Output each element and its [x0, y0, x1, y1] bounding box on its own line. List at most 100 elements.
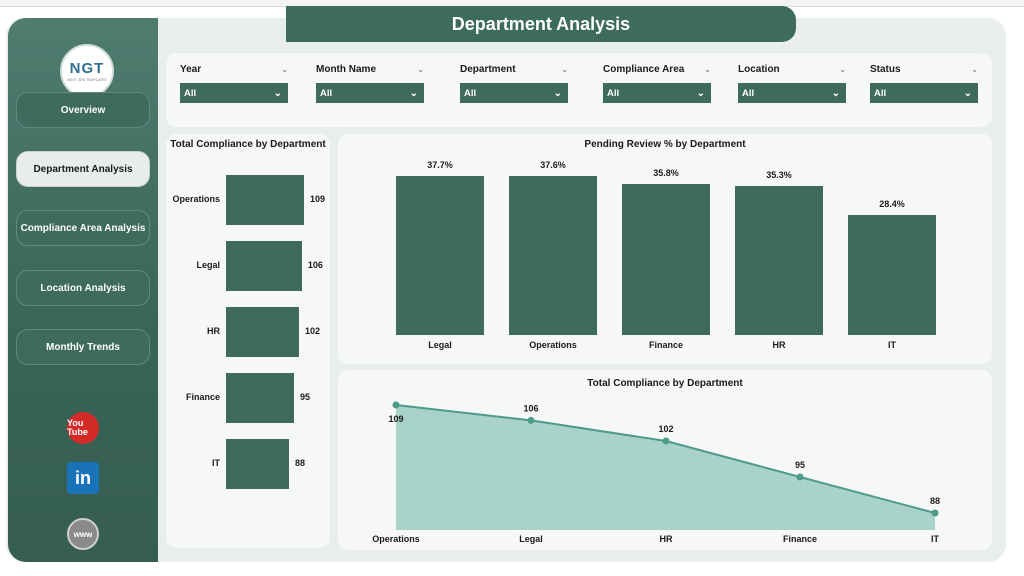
nav-monthly-trends-button[interactable]: Monthly Trends: [16, 329, 150, 365]
area-value-label: 109: [388, 414, 403, 424]
filter-month-name: Month Name ⌄ All ⌄: [316, 61, 424, 103]
filter-department-select[interactable]: All ⌄: [460, 83, 568, 103]
vbar-category-label: HR: [772, 340, 786, 350]
hbar-value-label: 106: [307, 260, 323, 270]
area-point-it: [931, 509, 939, 517]
filter-month-name-select[interactable]: All ⌄: [316, 83, 424, 103]
vbar-category-label: IT: [888, 340, 896, 350]
filter-month-name-label: Month Name: [316, 63, 376, 75]
chevron-down-icon[interactable]: ⌄: [704, 64, 711, 74]
total-compliance-hbar-chart: Total Compliance by Department Operation…: [166, 134, 330, 548]
hbar-category-label: HR: [207, 326, 220, 336]
vbar-it: [848, 215, 936, 335]
filter-year-select[interactable]: All ⌄: [180, 83, 288, 103]
vbar-category-label: Operations: [529, 340, 577, 350]
dropdown-arrow-icon: ⌄: [273, 87, 282, 99]
logo: NGT NEXT GEN TEMPLATES: [60, 44, 114, 98]
dropdown-arrow-icon: ⌄: [831, 87, 840, 99]
area-point-operations: [392, 401, 400, 409]
chevron-down-icon[interactable]: ⌄: [417, 64, 424, 74]
filter-compliance-area: Compliance Area ⌄ All ⌄: [603, 61, 711, 103]
hbar-category-label: Legal: [196, 260, 220, 270]
hbar-value-label: 88: [294, 458, 305, 468]
nav-location-analysis-button[interactable]: Location Analysis: [16, 270, 150, 306]
hbar-legal: [226, 241, 302, 291]
vbar-category-label: Legal: [428, 340, 452, 350]
vbar-value-label: 35.3%: [766, 170, 792, 181]
vbar-value-label: 35.8%: [653, 168, 679, 178]
filter-status-value: All: [874, 87, 887, 99]
hbar-hr: [226, 307, 299, 357]
vbar-category-label: Finance: [648, 340, 683, 350]
dropdown-arrow-icon: ⌄: [696, 87, 705, 99]
filter-compliance-area-select[interactable]: All ⌄: [603, 83, 711, 103]
area-category-label: HR: [660, 534, 673, 544]
filter-status-select[interactable]: All ⌄: [870, 83, 978, 103]
nav-overview-button[interactable]: Overview: [16, 92, 150, 128]
hbar-operations: [226, 175, 304, 225]
hbar-it: [226, 439, 289, 489]
logo-mark: NGT: [69, 60, 105, 77]
hbar-category-label: IT: [212, 458, 220, 468]
area-category-label: Legal: [519, 534, 543, 544]
filter-compliance-area-value: All: [607, 87, 620, 99]
area-chart-title: Total Compliance by Department: [587, 378, 743, 389]
area-value-label: 95: [795, 460, 805, 470]
filter-department: Department ⌄ All ⌄: [460, 61, 568, 103]
area-point-hr: [662, 437, 670, 445]
website-icon[interactable]: www: [67, 518, 99, 550]
filter-compliance-area-label: Compliance Area: [603, 63, 685, 75]
youtube-icon[interactable]: You Tube: [67, 412, 99, 444]
chevron-down-icon[interactable]: ⌄: [281, 64, 288, 74]
area-value-label: 88: [930, 496, 940, 506]
filter-month-name-value: All: [320, 87, 333, 99]
area-point-finance: [796, 473, 804, 481]
nav-department-analysis-button[interactable]: Department Analysis: [16, 151, 150, 187]
area-value-label: 102: [658, 424, 673, 434]
area-value-label: 106: [523, 403, 538, 413]
hbar-category-label: Finance: [185, 392, 220, 402]
filter-year: Year ⌄ All ⌄: [180, 61, 288, 103]
vbar-hr: [735, 186, 823, 335]
area-fill: [396, 405, 935, 530]
area-category-label: Operations: [372, 534, 420, 544]
pending-review-bar-chart: Pending Review % by Department 37.7% Lega…: [338, 134, 992, 364]
total-compliance-area-chart: Total Compliance by Department 109 Operat…: [338, 370, 992, 550]
area-category-label: IT: [931, 534, 940, 544]
filter-status: Status ⌄ All ⌄: [870, 61, 978, 103]
linkedin-icon[interactable]: in: [67, 462, 99, 494]
hbar-chart-title: Total Compliance by Department: [170, 139, 326, 150]
chevron-down-icon[interactable]: ⌄: [561, 64, 568, 74]
vbar-chart-title: Pending Review % by Department: [584, 139, 746, 150]
hbar-value-label: 102: [304, 326, 321, 336]
filter-location: Location ⌄ All ⌄: [738, 61, 846, 103]
chevron-down-icon[interactable]: ⌄: [971, 64, 978, 74]
filter-year-label: Year: [180, 63, 202, 75]
area-point-legal: [527, 416, 535, 424]
hbar-category-label: Operations: [172, 194, 220, 204]
dropdown-arrow-icon: ⌄: [409, 87, 418, 99]
chevron-down-icon[interactable]: ⌄: [839, 64, 846, 74]
area-category-label: Finance: [783, 534, 817, 544]
dropdown-arrow-icon: ⌄: [553, 87, 562, 99]
vbar-value-label: 37.7%: [427, 160, 453, 170]
filter-status-label: Status: [870, 63, 901, 75]
filter-department-value: All: [464, 87, 477, 99]
filter-year-value: All: [184, 87, 197, 99]
dropdown-arrow-icon: ⌄: [963, 87, 972, 99]
vbar-value-label: 28.4%: [879, 199, 905, 210]
filter-department-label: Department: [460, 63, 516, 75]
vbar-operations: [509, 176, 597, 335]
filter-location-select[interactable]: All ⌄: [738, 83, 846, 103]
filter-panel: Year ⌄ All ⌄ Month Name ⌄ All ⌄ Department ⌄ …: [166, 53, 992, 127]
vbar-finance: [622, 184, 710, 335]
hbar-finance: [226, 373, 294, 423]
nav-compliance-area-analysis-button[interactable]: Compliance Area Analysis: [16, 210, 150, 246]
area-chart-svg: 109 Operations 106 Legal 102 HR 95 Finance 88 IT: [372, 401, 940, 544]
page-title: Department Analysis: [286, 6, 796, 42]
vbar-value-label: 37.6%: [540, 160, 566, 171]
hbar-value-label: 95: [299, 392, 310, 402]
hbar-value-label: 109: [310, 194, 326, 204]
vbar-legal: [396, 176, 484, 335]
filter-location-value: All: [742, 87, 755, 99]
